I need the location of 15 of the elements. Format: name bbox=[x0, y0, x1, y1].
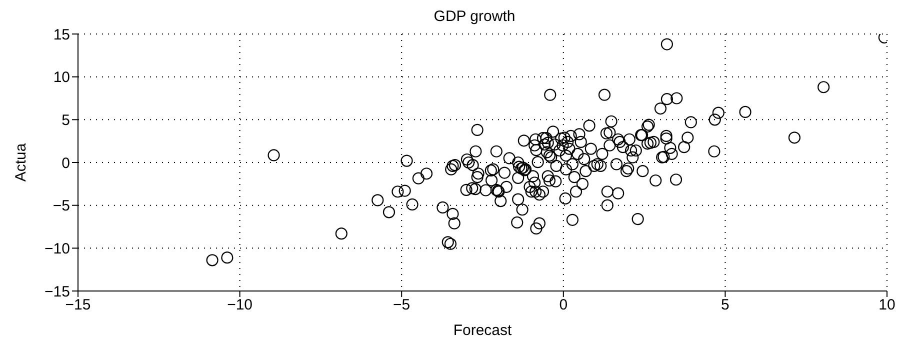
y-axis-title: Actua bbox=[12, 142, 30, 182]
x-tick-label: 10 bbox=[878, 296, 896, 314]
chart-title: GDP growth bbox=[432, 8, 516, 26]
x-tick-label: 0 bbox=[559, 296, 568, 314]
y-tick-label: 15 bbox=[53, 26, 70, 44]
x-axis-title: Forecast bbox=[453, 322, 513, 339]
x-tick-label: 5 bbox=[721, 296, 730, 314]
y-tick-label: 0 bbox=[62, 154, 70, 172]
x-tick-label: −10 bbox=[227, 296, 253, 314]
y-tick-label: −15 bbox=[44, 283, 70, 300]
y-tick-label: 10 bbox=[53, 69, 70, 86]
y-tick-label: 5 bbox=[62, 112, 70, 129]
x-tick-label: −5 bbox=[393, 296, 410, 314]
y-tick-label: −10 bbox=[44, 240, 70, 258]
y-tick-label: −5 bbox=[52, 198, 70, 215]
